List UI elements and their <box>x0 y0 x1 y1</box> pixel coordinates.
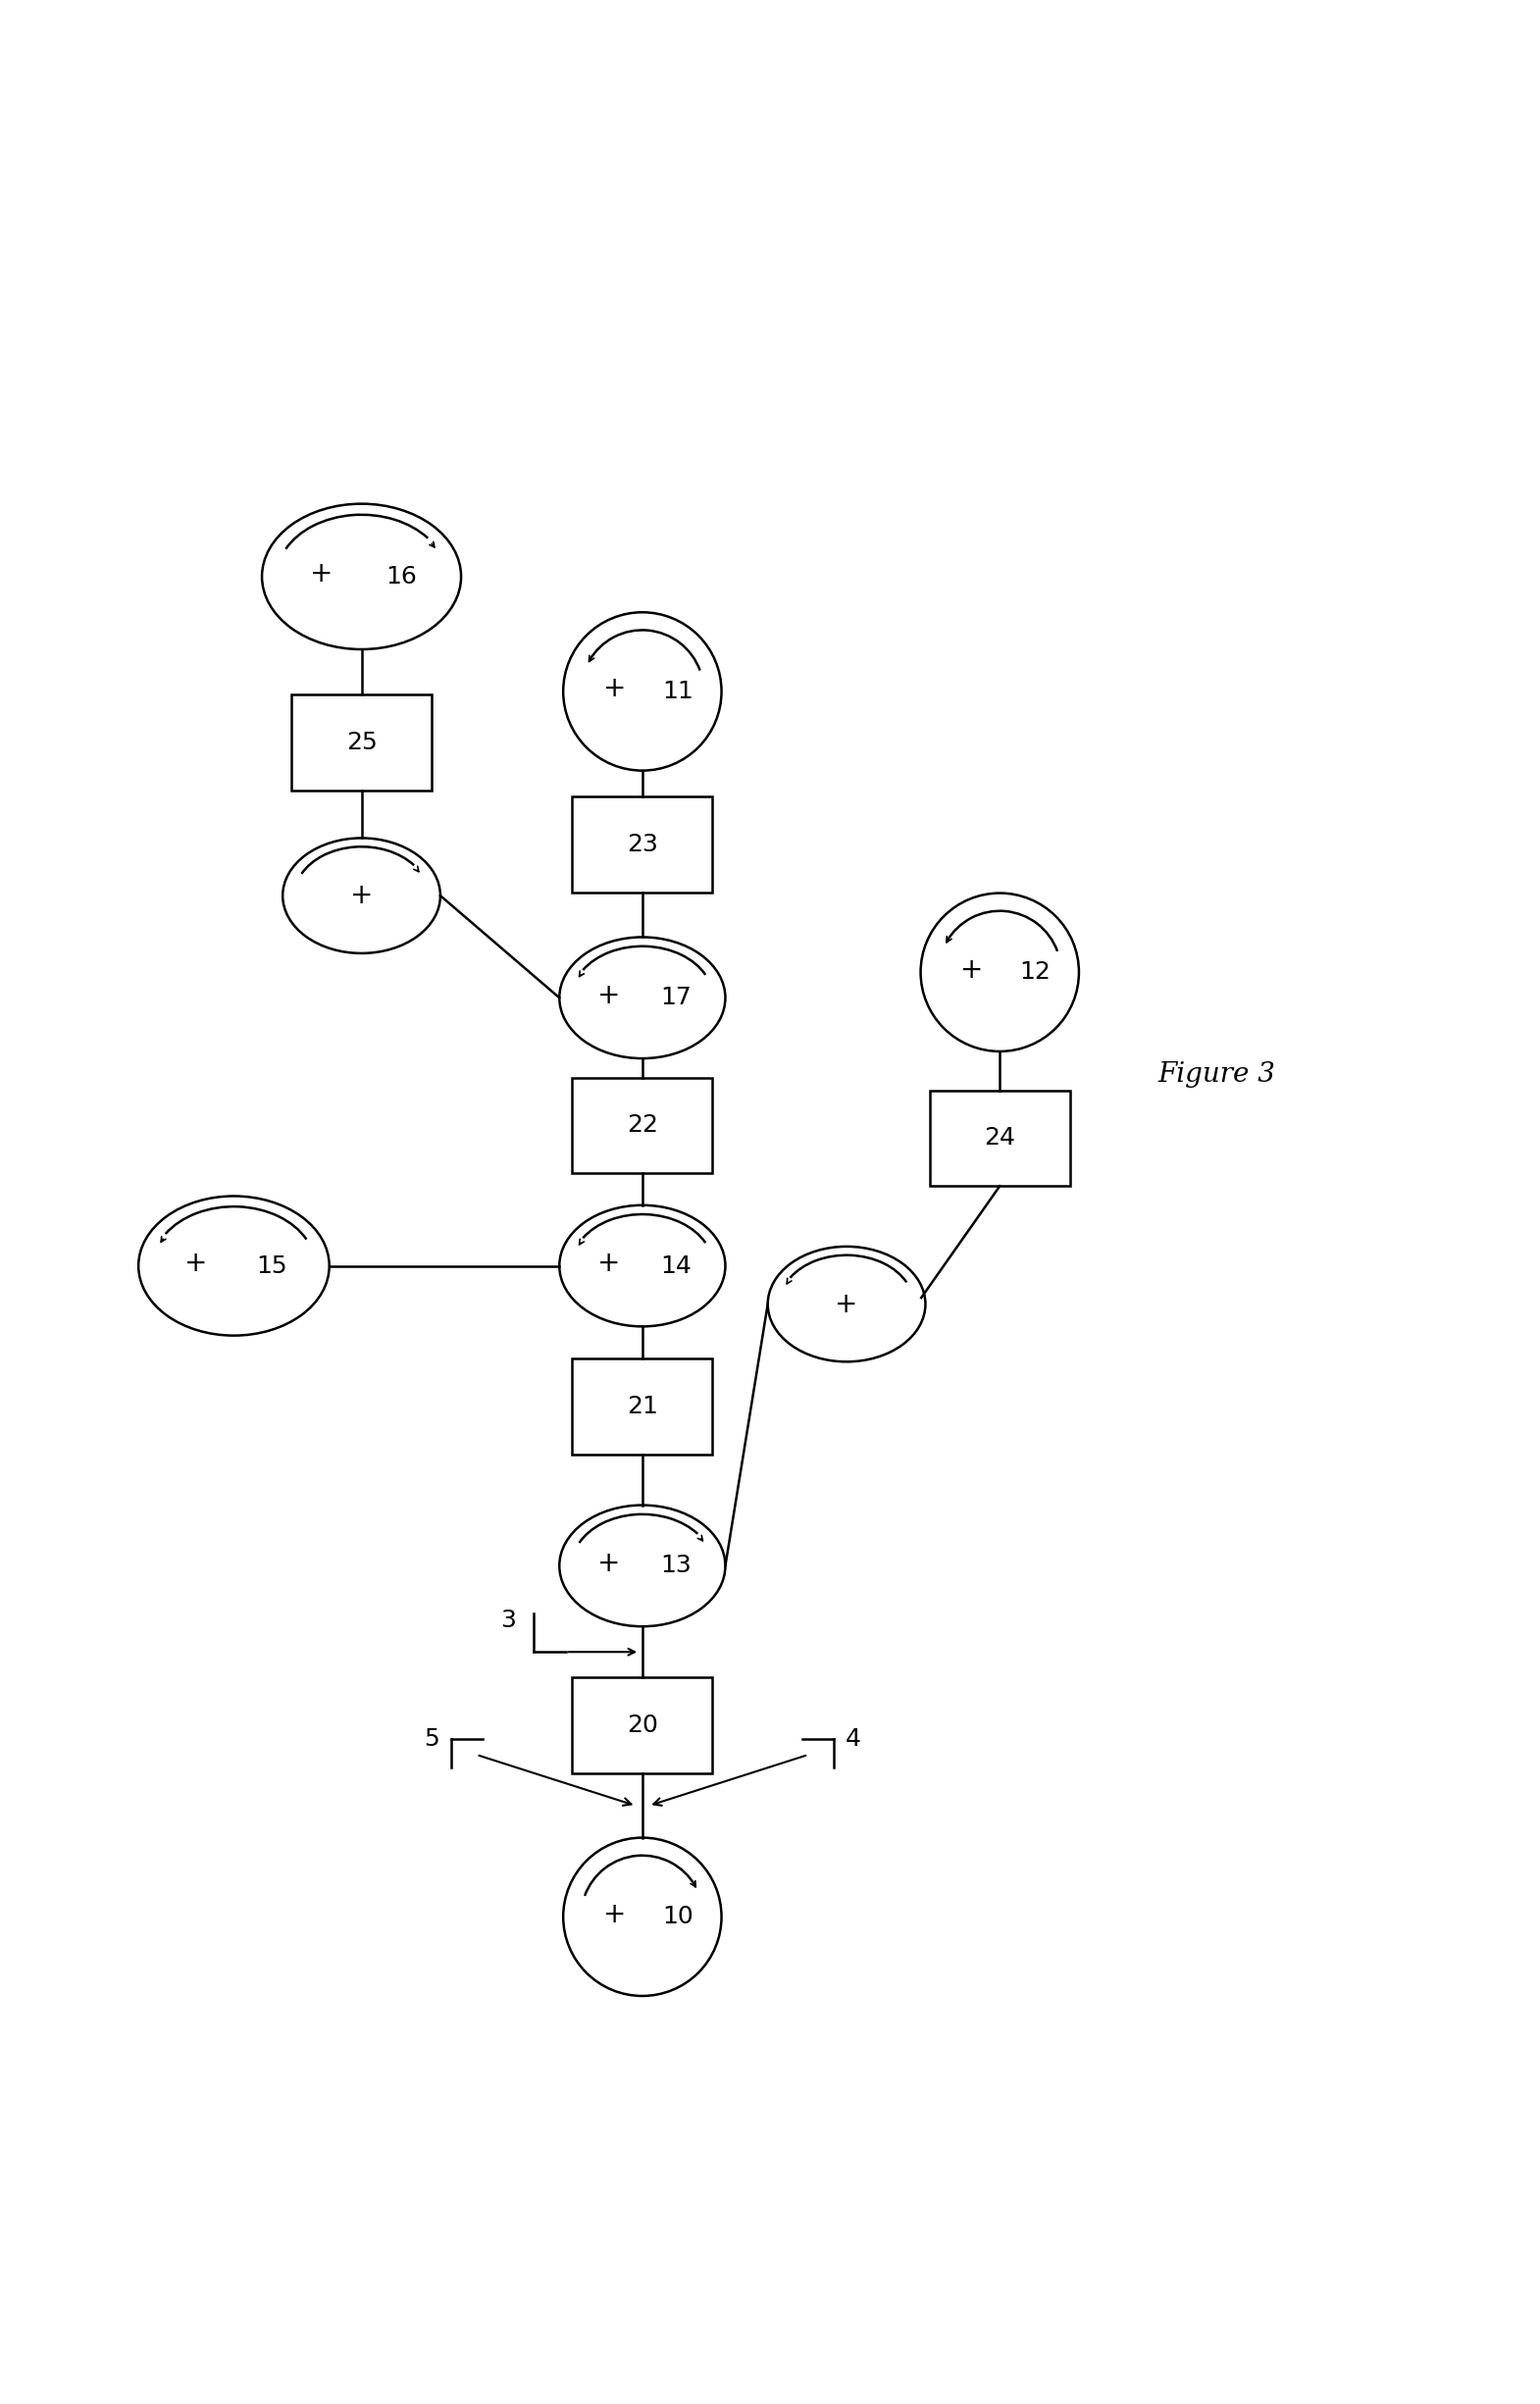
Text: +: + <box>604 676 627 702</box>
Text: +: + <box>185 1250 208 1277</box>
Bar <box>573 1678 713 1774</box>
Bar <box>573 796 713 892</box>
Text: 16: 16 <box>385 565 417 589</box>
Text: +: + <box>350 882 373 909</box>
Text: +: + <box>604 1902 627 1928</box>
Text: 12: 12 <box>1019 962 1050 983</box>
Bar <box>573 1358 713 1454</box>
Text: 24: 24 <box>984 1127 1015 1149</box>
Text: 11: 11 <box>662 680 693 704</box>
Text: 17: 17 <box>661 986 691 1010</box>
Text: +: + <box>310 560 333 587</box>
Text: 13: 13 <box>661 1553 691 1577</box>
Text: 23: 23 <box>627 832 658 856</box>
Text: 25: 25 <box>346 731 377 755</box>
Text: +: + <box>598 1551 621 1577</box>
Text: 21: 21 <box>627 1394 658 1418</box>
Text: Figure 3: Figure 3 <box>1158 1060 1275 1087</box>
Text: 4: 4 <box>845 1728 861 1750</box>
Bar <box>291 695 431 791</box>
Text: +: + <box>961 957 984 983</box>
Bar <box>573 1077 713 1173</box>
Text: +: + <box>835 1291 858 1317</box>
Text: 22: 22 <box>627 1113 658 1137</box>
Text: +: + <box>598 981 621 1010</box>
Text: 3: 3 <box>500 1608 516 1632</box>
Text: +: + <box>598 1250 621 1277</box>
Text: 20: 20 <box>627 1714 658 1738</box>
Text: 10: 10 <box>662 1904 693 1928</box>
Text: 14: 14 <box>661 1255 691 1277</box>
Text: 15: 15 <box>257 1255 288 1277</box>
Bar <box>930 1091 1070 1185</box>
Text: 5: 5 <box>424 1728 439 1750</box>
